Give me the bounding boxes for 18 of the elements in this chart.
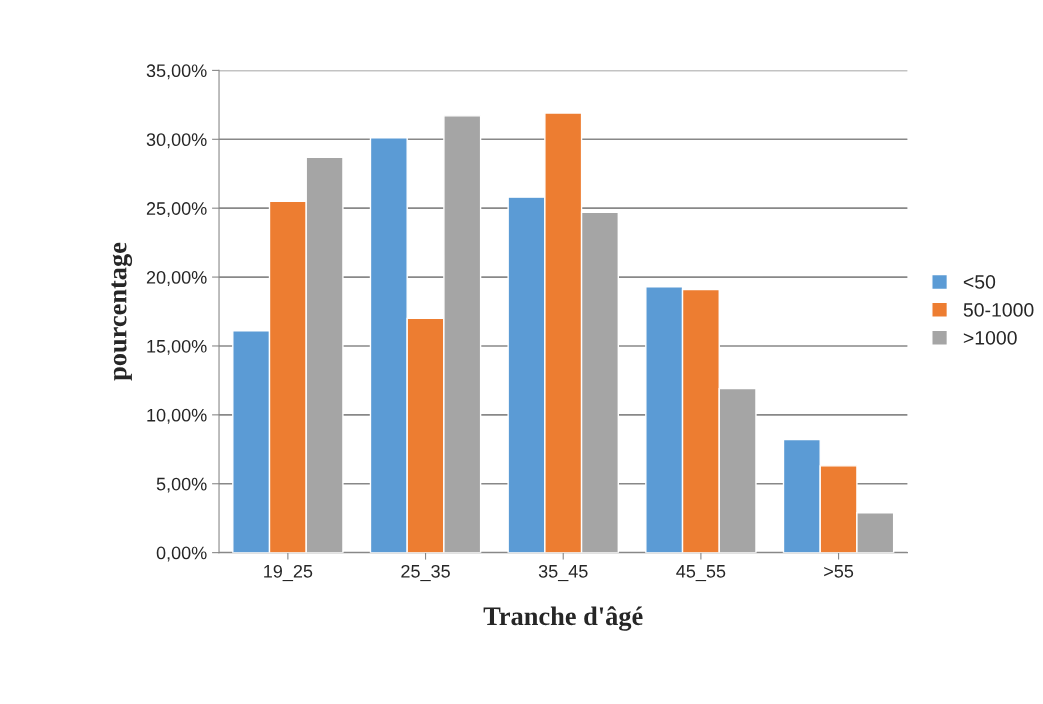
- y-tick-label: 0,00%: [156, 546, 207, 562]
- x-axis-title: Tranche d'âgé: [483, 606, 643, 631]
- y-tick-label: 25,00%: [146, 202, 207, 218]
- x-tick-label: 35_45: [538, 564, 588, 582]
- legend-label: >1000: [963, 330, 1017, 345]
- x-tick-label: 45_55: [676, 565, 726, 582]
- y-tick-label: 15,00%: [147, 339, 207, 355]
- x-tick-label: >55: [824, 565, 854, 578]
- y-tick-label: 35,00%: [146, 64, 207, 80]
- y-axis-title: pourcentage: [111, 242, 133, 381]
- legend-label: <50: [963, 275, 996, 289]
- y-tick-label: 30,00%: [146, 133, 207, 149]
- y-tick-label: 5,00%: [156, 477, 207, 493]
- legend-label: 50-1000: [963, 303, 1034, 317]
- x-tick-label: 25_35: [401, 564, 450, 582]
- y-tick-label: 10,00%: [147, 408, 207, 424]
- y-tick-label: 20,00%: [146, 271, 207, 286]
- x-tick-label: 19_25: [264, 564, 313, 582]
